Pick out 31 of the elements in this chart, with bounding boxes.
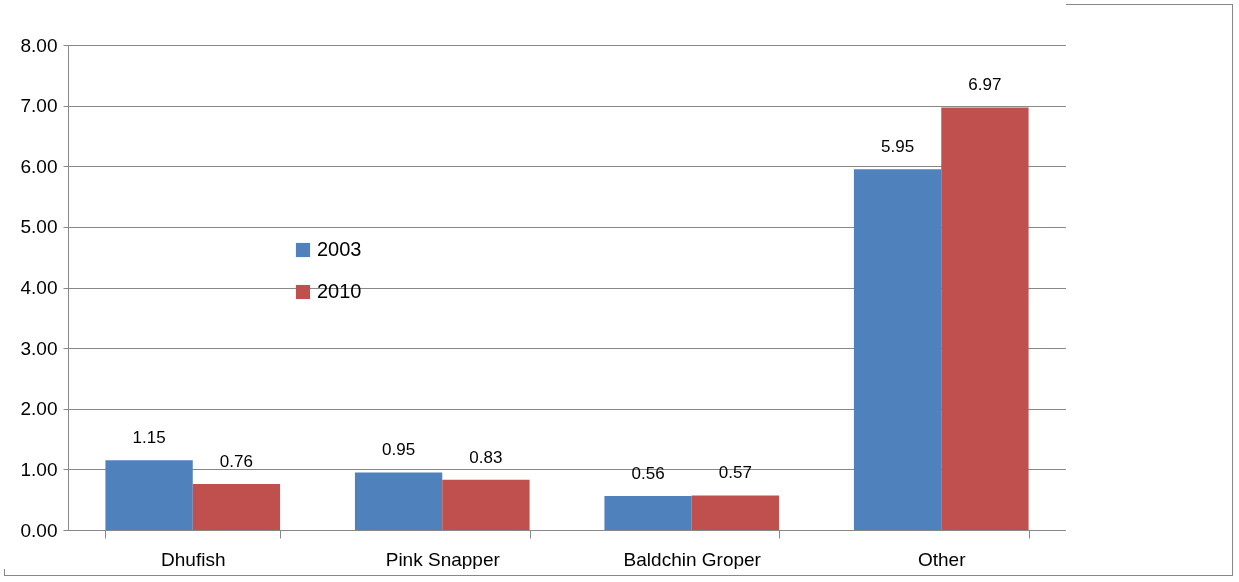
bar [604, 496, 692, 530]
x-tick-label: Baldchin Groper [623, 548, 762, 570]
bar [853, 169, 942, 530]
legend-label: 2003 [317, 238, 362, 260]
y-tick-label: 8.00 [20, 34, 58, 56]
data-label: 0.57 [718, 463, 752, 483]
x-tick-label: Dhufish [161, 548, 226, 570]
data-label: 5.95 [881, 137, 915, 157]
y-tick-label: 1.00 [20, 458, 58, 480]
data-label: 0.76 [219, 451, 253, 471]
y-tick-label: 4.00 [20, 277, 58, 298]
y-tick-label: 6.00 [20, 155, 58, 177]
x-tick-label: Other [917, 548, 967, 570]
data-label: 1.15 [132, 428, 166, 448]
data-label: 0.95 [382, 440, 416, 460]
bar [691, 495, 780, 530]
y-tick-label: 2.00 [20, 398, 58, 420]
y-tick-label: 5.00 [20, 216, 58, 238]
y-tick-label: 0.00 [20, 519, 58, 541]
bar [442, 479, 530, 530]
y-tick-label: 7.00 [20, 95, 58, 117]
bar [192, 483, 281, 530]
bar [105, 460, 193, 530]
x-tick-label: Pink Snapper [385, 548, 501, 570]
data-label: 0.83 [469, 447, 503, 467]
data-label: 6.97 [968, 75, 1002, 95]
legend-label: 2010 [317, 280, 362, 302]
bar [354, 472, 443, 530]
data-label: 0.56 [631, 464, 665, 484]
y-tick-label: 3.00 [20, 337, 58, 359]
bar [941, 107, 1029, 530]
